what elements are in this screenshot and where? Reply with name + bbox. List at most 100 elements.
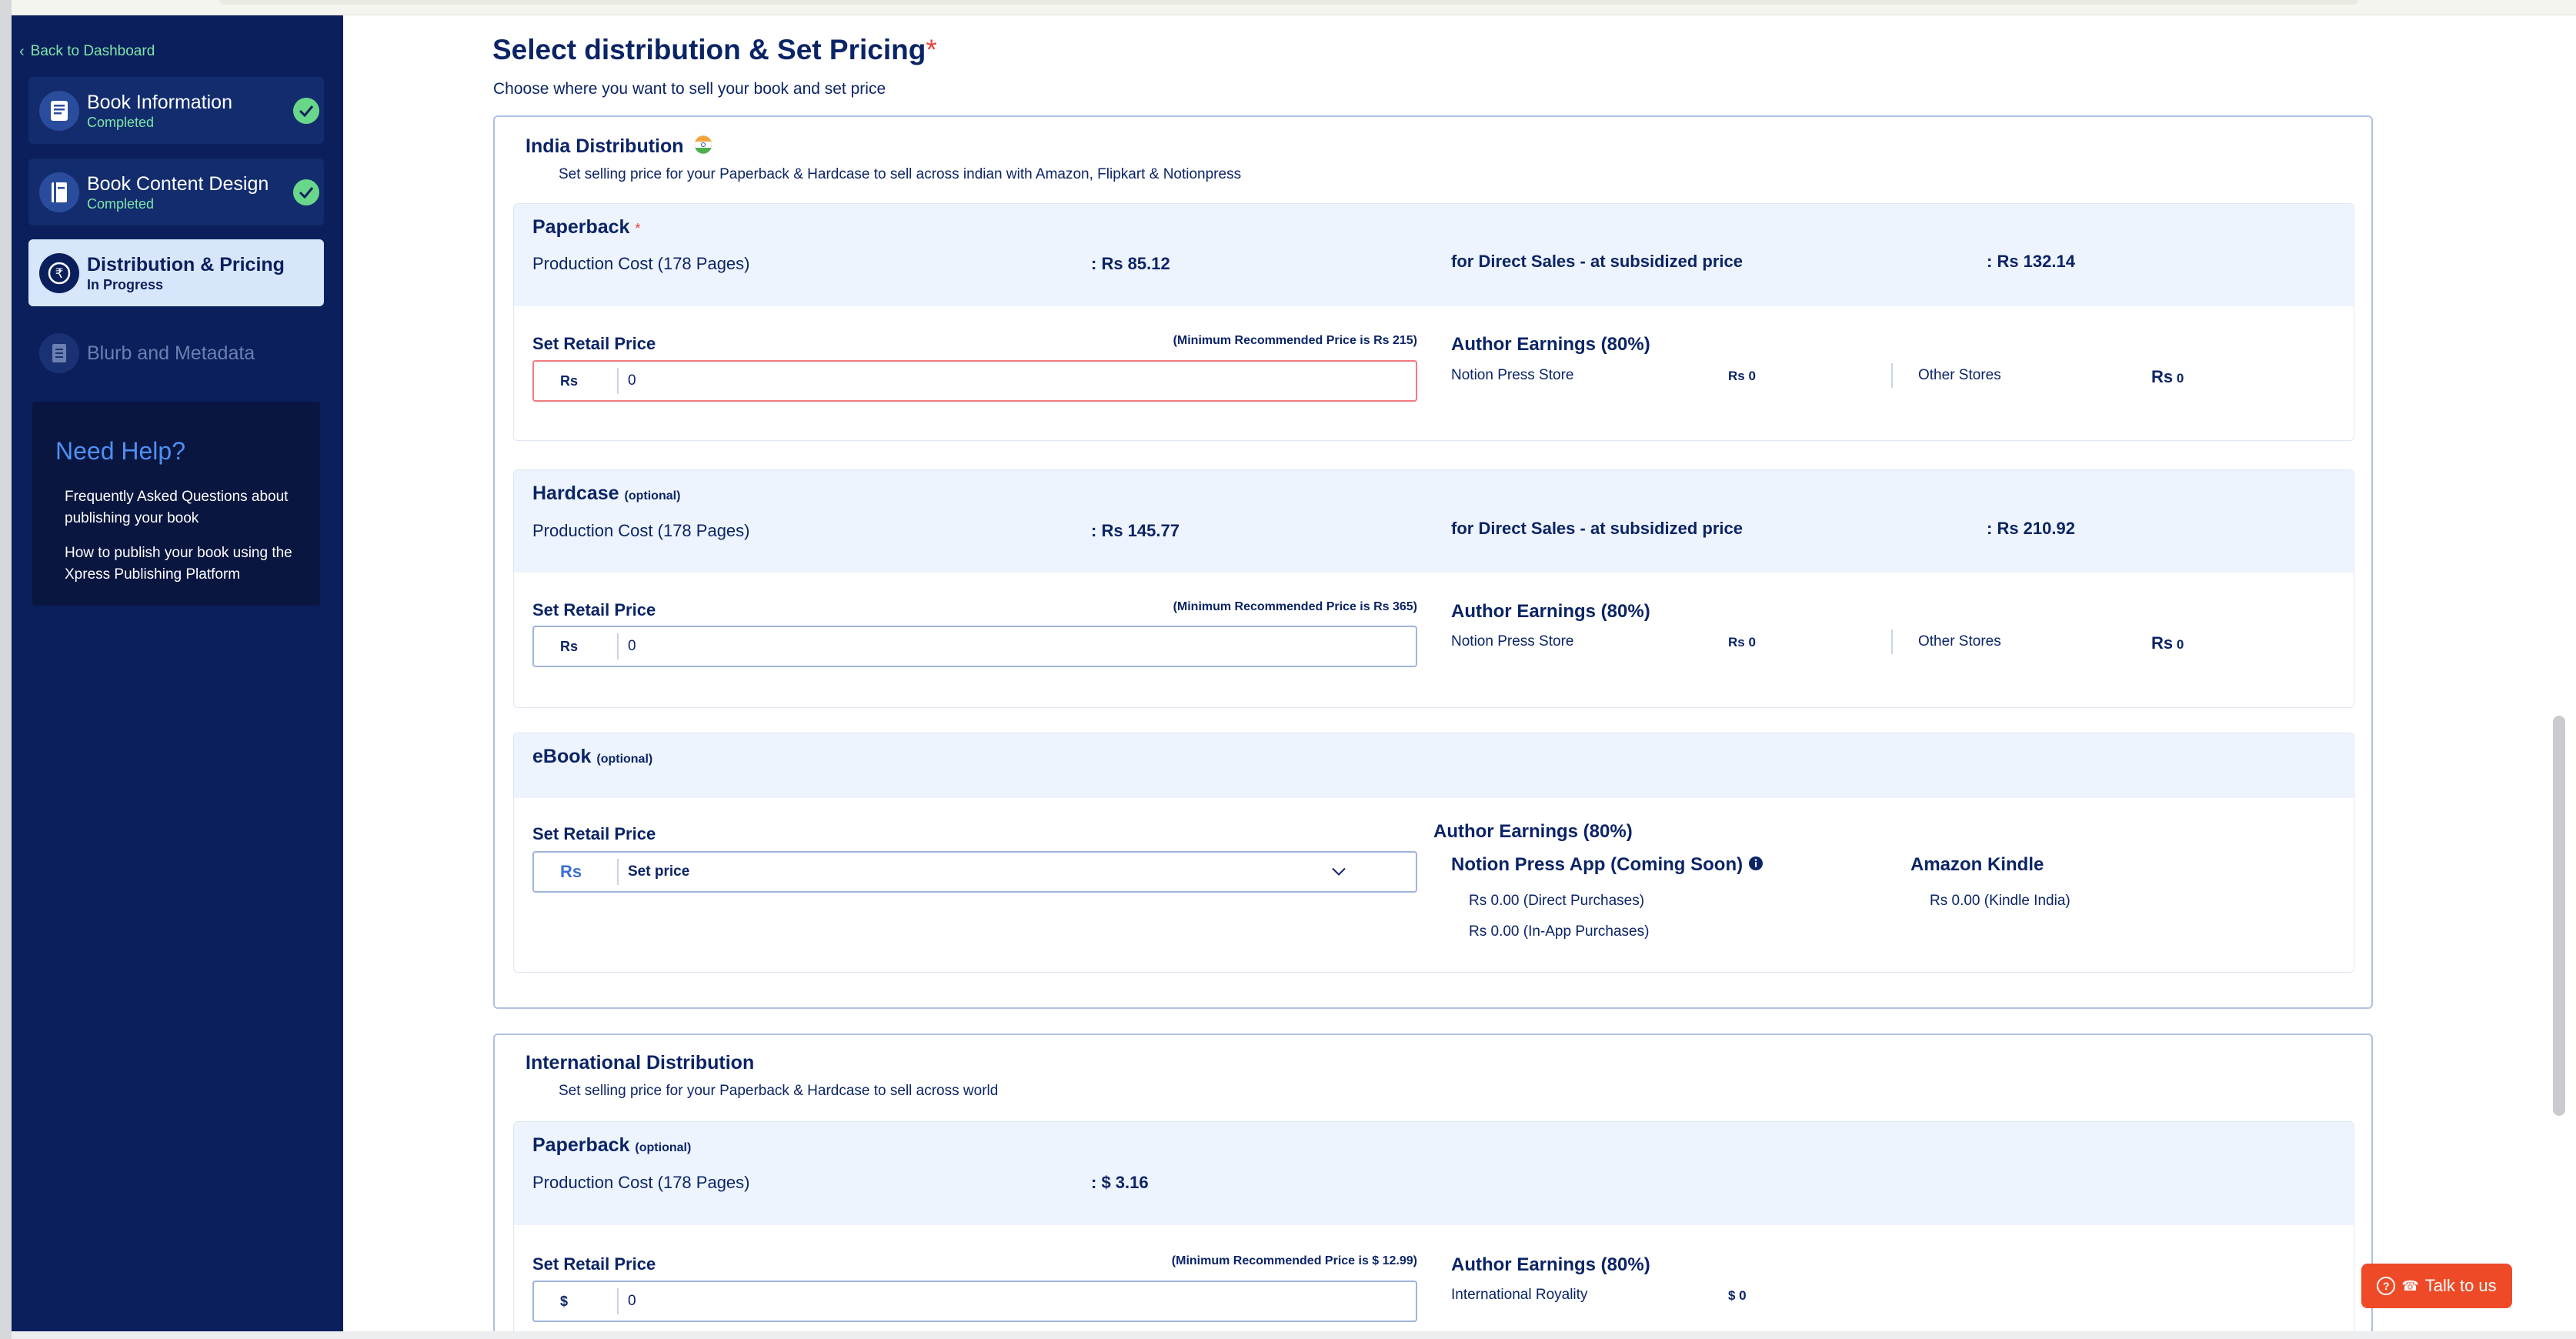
direct-sales-value: : Rs 132.14 bbox=[1987, 252, 2075, 271]
check-icon bbox=[293, 179, 319, 205]
card-header bbox=[514, 733, 2354, 798]
step-blurb-metadata[interactable]: Blurb and Metadata bbox=[28, 319, 324, 386]
divider bbox=[1891, 363, 1893, 388]
metadata-icon bbox=[39, 332, 79, 373]
info-icon[interactable] bbox=[1748, 855, 1763, 877]
production-cost-label: Production Cost (178 Pages) bbox=[532, 521, 750, 540]
optional-tag: (optional) bbox=[596, 753, 653, 766]
notion-store-label: Notion Press Store bbox=[1451, 367, 1574, 383]
notion-press-app-label: Notion Press App (Coming Soon) bbox=[1451, 854, 1763, 877]
india-title-text: India Distribution bbox=[526, 135, 684, 158]
question-icon: ? bbox=[2377, 1277, 2396, 1295]
step-distribution-pricing[interactable]: ₹ Distribution & Pricing In Progress bbox=[28, 239, 324, 306]
divider bbox=[1891, 629, 1893, 654]
intl-paperback-label-text: Paperback bbox=[532, 1134, 630, 1156]
set-retail-price-label: Set Retail Price bbox=[532, 600, 656, 619]
help-panel: Need Help? Frequently Asked Questions ab… bbox=[32, 402, 320, 606]
chevron-left-icon: ‹ bbox=[19, 43, 25, 60]
india-ebook-card: eBook (optional) Set Retail Price Rs Set… bbox=[513, 733, 2354, 973]
check-icon bbox=[293, 97, 319, 124]
author-earnings-label: Author Earnings (80%) bbox=[1451, 1254, 1650, 1275]
currency-label: Rs bbox=[534, 633, 619, 659]
talk-to-us-button[interactable]: ? ☎ Talk to us bbox=[2361, 1264, 2512, 1308]
page-title: Select distribution & Set Pricing* bbox=[492, 34, 937, 66]
required-mark: * bbox=[926, 34, 937, 65]
price-value: 0 bbox=[628, 1293, 636, 1309]
optional-tag: (optional) bbox=[624, 489, 681, 503]
page-subtitle: Choose where you want to sell your book … bbox=[493, 80, 886, 98]
help-link-guide[interactable]: How to publish your book using the Xpres… bbox=[65, 545, 292, 583]
ebook-label: eBook (optional) bbox=[532, 746, 652, 768]
set-retail-price-label: Set Retail Price bbox=[532, 1254, 656, 1274]
price-value: 0 bbox=[628, 372, 636, 389]
paperback-price-input[interactable]: Rs 0 bbox=[532, 360, 1417, 402]
page-title-text: Select distribution & Set Pricing bbox=[492, 34, 926, 65]
notion-press-app-text: Notion Press App (Coming Soon) bbox=[1451, 854, 1743, 875]
other-stores-currency: Rs bbox=[2151, 633, 2174, 653]
ebook-price-select[interactable]: Rs Set price bbox=[532, 851, 1417, 893]
hardcase-label: Hardcase (optional) bbox=[532, 483, 680, 505]
hardcase-label-text: Hardcase bbox=[532, 483, 619, 504]
step-status: In Progress bbox=[87, 276, 164, 292]
direct-sales-label: for Direct Sales - at subsidized price bbox=[1451, 519, 1743, 538]
step-title: Distribution & Pricing bbox=[87, 253, 285, 275]
step-book-content-design[interactable]: Book Content Design Completed bbox=[28, 159, 324, 225]
india-subtitle: Set selling price for your Paperback & H… bbox=[559, 166, 1242, 182]
intl-paperback-label: Paperback (optional) bbox=[532, 1134, 691, 1157]
amazon-kindle-label: Amazon Kindle bbox=[1910, 854, 2044, 875]
other-stores-label: Other Stores bbox=[1918, 367, 2001, 383]
book-info-icon bbox=[39, 90, 79, 131]
currency-label: Rs bbox=[534, 859, 619, 885]
card-header bbox=[514, 1122, 2354, 1225]
international-paperback-card: Paperback (optional) Production Cost (17… bbox=[513, 1121, 2354, 1339]
india-flag-icon bbox=[694, 135, 712, 159]
back-to-dashboard-link[interactable]: ‹ Back to Dashboard bbox=[19, 43, 155, 60]
optional-tag: (optional) bbox=[635, 1141, 692, 1154]
production-cost-label: Production Cost (178 Pages) bbox=[532, 254, 750, 273]
price-value: 0 bbox=[628, 638, 636, 654]
step-title: Blurb and Metadata bbox=[87, 342, 255, 364]
international-distribution-section: International Distribution Set selling p… bbox=[493, 1033, 2373, 1339]
other-stores-amount: 0 bbox=[2176, 371, 2184, 386]
back-label: Back to Dashboard bbox=[30, 43, 155, 59]
top-strip bbox=[12, 0, 2576, 15]
set-retail-price-label: Set Retail Price bbox=[532, 334, 656, 353]
window-edge bbox=[0, 0, 12, 1339]
international-subtitle: Set selling price for your Paperback & H… bbox=[559, 1083, 999, 1099]
help-link-faq[interactable]: Frequently Asked Questions about publish… bbox=[65, 489, 289, 526]
production-cost-label: Production Cost (178 Pages) bbox=[532, 1173, 750, 1192]
app-direct-purchases: Rs 0.00 (Direct Purchases) bbox=[1469, 893, 1645, 909]
rupee-icon: ₹ bbox=[39, 252, 79, 293]
bottom-strip bbox=[12, 1331, 2576, 1339]
top-bar bbox=[219, 0, 2358, 5]
book-content-icon bbox=[39, 172, 79, 212]
notion-store-value: Rs 0 bbox=[1728, 635, 1756, 649]
other-stores-amount: 0 bbox=[2176, 637, 2184, 652]
other-stores-value: Rs 0 bbox=[2151, 633, 2184, 653]
international-title: International Distribution bbox=[526, 1052, 755, 1074]
chat-phone-icon: ☎ bbox=[2401, 1277, 2419, 1294]
intl-paperback-price-input[interactable]: $ 0 bbox=[532, 1281, 1417, 1322]
kindle-india-value: Rs 0.00 (Kindle India) bbox=[1930, 893, 2070, 909]
direct-sales-label: for Direct Sales - at subsidized price bbox=[1451, 252, 1743, 271]
set-retail-price-label: Set Retail Price bbox=[532, 824, 656, 843]
currency-label: $ bbox=[534, 1288, 619, 1314]
notion-store-label: Notion Press Store bbox=[1451, 633, 1574, 649]
international-royalty-label: International Royality bbox=[1451, 1287, 1588, 1303]
select-value: Set price bbox=[628, 863, 690, 880]
chevron-down-icon bbox=[1331, 863, 1346, 881]
step-title: Book Information bbox=[87, 91, 232, 113]
step-book-information[interactable]: Book Information Completed bbox=[28, 77, 324, 144]
hardcase-price-input[interactable]: Rs 0 bbox=[532, 626, 1417, 667]
notion-store-value: Rs 0 bbox=[1728, 369, 1756, 383]
production-cost-value: : Rs 145.77 bbox=[1091, 521, 1180, 540]
step-status: Completed bbox=[87, 195, 155, 212]
sidebar: ‹ Back to Dashboard Book Information Com… bbox=[12, 15, 343, 1339]
card-header bbox=[514, 470, 2354, 573]
india-title: India Distribution bbox=[526, 135, 712, 159]
required-mark: * bbox=[635, 221, 641, 236]
step-status: Completed bbox=[87, 114, 155, 130]
scrollbar-thumb[interactable] bbox=[2553, 716, 2565, 1116]
india-distribution-section: India Distribution Set selling price for… bbox=[493, 115, 2373, 1009]
ebook-label-text: eBook bbox=[532, 746, 592, 767]
